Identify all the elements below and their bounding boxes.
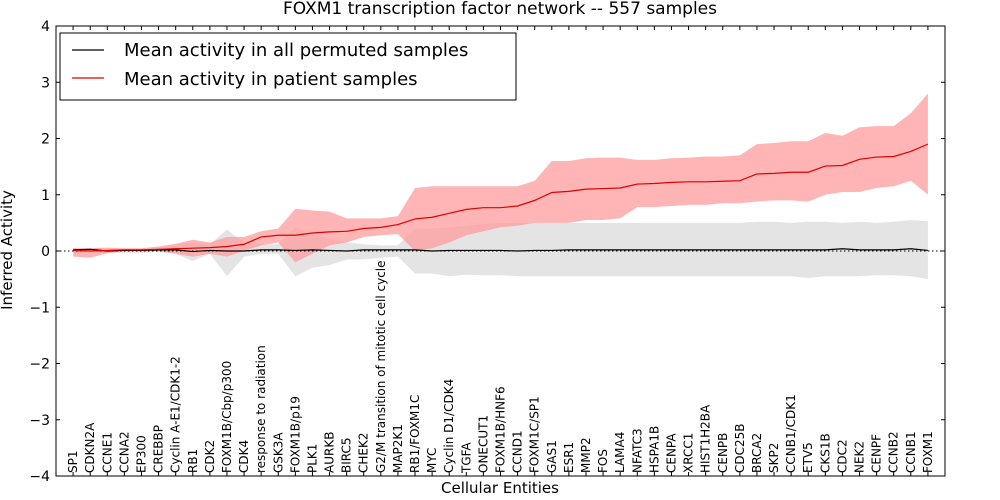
- y-tick-label: 4: [41, 19, 50, 35]
- x-category-label: HIST1H2BA: [699, 404, 713, 473]
- x-category-label: GSK3A: [271, 432, 285, 473]
- x-category-label: MYC: [425, 448, 439, 473]
- x-category-label: FOS: [596, 449, 610, 473]
- x-category-label: CCNB2: [887, 431, 901, 473]
- x-category-label: CCND1: [511, 430, 525, 473]
- y-axis-title: Inferred Activity: [0, 190, 16, 310]
- legend-label-permuted: Mean activity in all permuted samples: [124, 40, 468, 61]
- patient-mean-line: [73, 143, 929, 252]
- x-category-label: CCNB1/CDK1: [784, 394, 798, 473]
- x-category-label: CENPA: [664, 433, 678, 473]
- y-tick-label: 1: [41, 188, 50, 204]
- x-category-label: CDK2: [203, 440, 217, 473]
- x-category-label: SKP2: [767, 443, 781, 473]
- x-category-label: CCNA2: [117, 431, 131, 473]
- x-category-label: TGFA: [459, 442, 473, 474]
- y-tick-label: −4: [29, 469, 50, 485]
- x-category-label: FOXM1B/Cbp/p300: [220, 361, 234, 473]
- x-category-label: MMP2: [579, 437, 593, 473]
- y-tick-label: 0: [41, 244, 50, 260]
- x-category-label: CDK4: [237, 440, 251, 473]
- x-category-label: CDC25B: [733, 424, 747, 474]
- y-tick-label: −2: [29, 357, 50, 373]
- x-category-label: CCNB1: [904, 431, 918, 473]
- x-category-label: ETV5: [801, 442, 815, 473]
- y-tick-label: 2: [41, 132, 50, 148]
- x-category-label: BRCA2: [750, 433, 764, 473]
- legend: Mean activity in all permuted samples Me…: [59, 32, 517, 101]
- x-category-label: FOXM1B/HNF6: [494, 386, 508, 473]
- x-category-label: CCNE1: [100, 432, 114, 473]
- x-category-label: SP1: [66, 451, 80, 474]
- x-category-label: CDC2: [835, 439, 849, 473]
- x-category-label: FOXM1C/SP1: [528, 396, 542, 473]
- x-category-label: CENPF: [870, 434, 884, 473]
- x-category-label: PLK1: [305, 444, 319, 473]
- x-category-label: RB1: [186, 449, 200, 473]
- x-category-label: Cyclin A-E1/CDK1-2: [169, 356, 183, 473]
- patient-confidence-band: [73, 93, 928, 263]
- x-category-label: CENPB: [716, 433, 730, 473]
- legend-frame: [59, 32, 517, 101]
- y-tick-label: −3: [29, 413, 50, 429]
- x-category-label: RB1/FOXM1C: [408, 395, 422, 473]
- x-category-label: AURKB: [323, 432, 337, 473]
- x-category-label: FOXM1B/p19: [288, 396, 302, 473]
- x-category-label: BIRC5: [340, 437, 354, 473]
- x-category-label: HSPA1B: [647, 426, 661, 473]
- x-category-label: G2/M transition of mitotic cell cycle: [374, 260, 388, 473]
- x-category-label: MAP2K1: [391, 424, 405, 473]
- permuted-mean-line: [73, 248, 928, 253]
- x-axis-title: Cellular Entities: [441, 479, 559, 497]
- legend-label-patient: Mean activity in patient samples: [124, 69, 418, 90]
- permuted-confidence-band: [73, 220, 928, 280]
- x-category-label: LAMA4: [613, 432, 627, 473]
- plot-area: −4 −3 −2 −1 0 1 2 3 4 SP1 CDKN2A CCNE1 CCNA2 EP300 CRE…: [29, 19, 946, 485]
- y-tick-label: 3: [41, 75, 50, 91]
- x-category-label: response to radiation: [254, 345, 268, 473]
- x-category-label: NFATC3: [630, 428, 644, 473]
- x-category-label: FOXM1: [921, 431, 935, 473]
- y-tick-label: −1: [29, 300, 50, 316]
- x-category-label: CKS1B: [818, 433, 832, 473]
- x-category-label: ONECUT1: [476, 415, 490, 473]
- x-category-label: EP300: [134, 435, 148, 473]
- x-category-label: CDKN2A: [83, 422, 97, 473]
- x-category-label: CHEK2: [357, 433, 371, 474]
- x-category-label: GAS1: [545, 440, 559, 473]
- x-category-label: NEK2: [853, 441, 867, 473]
- x-category-label: CREBBP: [152, 425, 166, 473]
- x-category-label: ESR1: [562, 442, 576, 473]
- chart-title: FOXM1 transcription factor network -- 55…: [283, 0, 717, 19]
- x-category-label: Cyclin D1/CDK4: [442, 379, 456, 473]
- x-category-label: XRCC1: [682, 433, 696, 473]
